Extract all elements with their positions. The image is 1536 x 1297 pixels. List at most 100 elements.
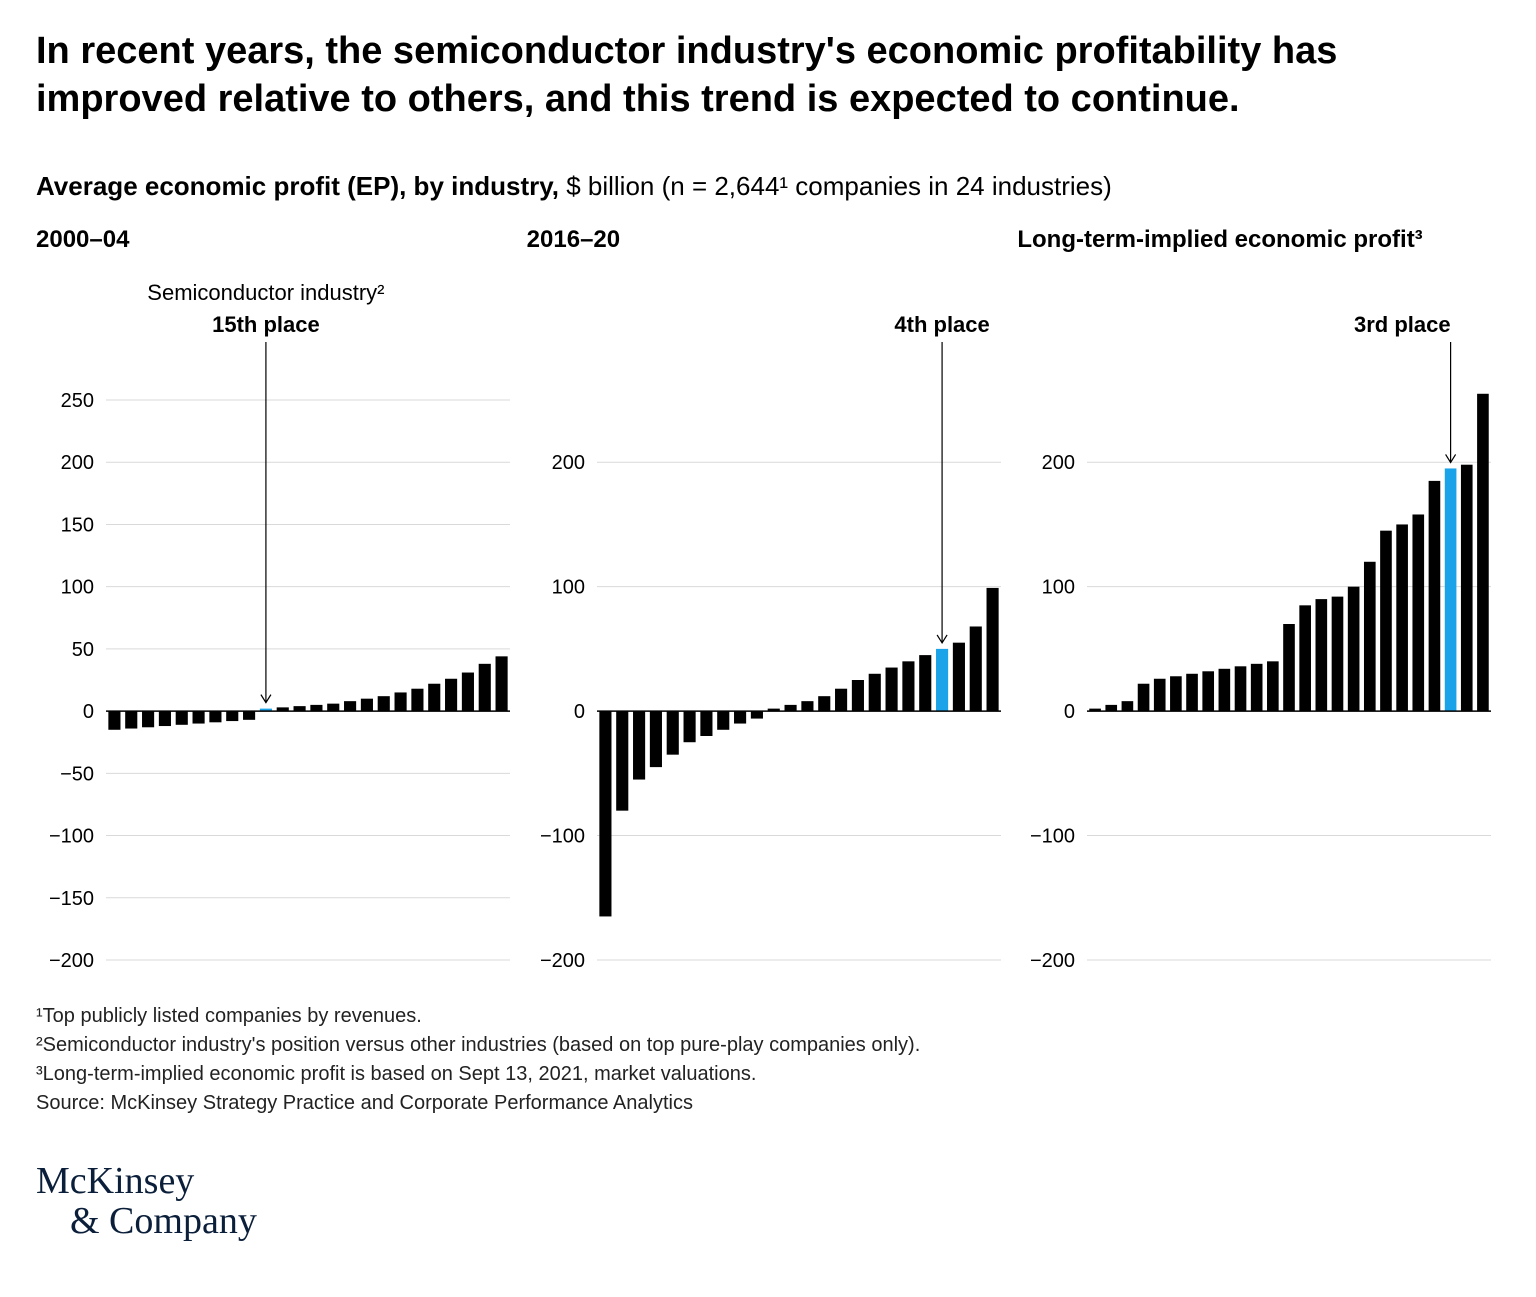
place-label: 3rd place (1354, 312, 1451, 337)
bar (226, 711, 238, 721)
bar (125, 711, 137, 728)
svg-text:200: 200 (551, 452, 584, 474)
svg-text:150: 150 (61, 514, 94, 536)
svg-text:0: 0 (1064, 701, 1075, 723)
svg-text:−50: −50 (60, 763, 94, 785)
bar (1122, 701, 1134, 711)
bar (818, 696, 830, 711)
bar (1461, 465, 1473, 711)
bar (953, 643, 965, 711)
svg-text:0: 0 (574, 701, 585, 723)
bar (108, 711, 120, 730)
bar (919, 655, 931, 711)
bar-highlight (936, 649, 948, 711)
svg-text:−200: −200 (540, 950, 585, 972)
bar (969, 626, 981, 711)
bar (1203, 671, 1215, 711)
bar (835, 689, 847, 711)
svg-text:−200: −200 (1030, 950, 1075, 972)
bar (344, 701, 356, 711)
svg-text:100: 100 (1042, 577, 1075, 599)
bar (1316, 599, 1328, 711)
logo-line1: McKinsey (36, 1162, 1500, 1202)
bar (616, 711, 628, 811)
bar (310, 705, 322, 711)
panel-title: 2000–04 (36, 226, 519, 288)
bar (462, 673, 474, 712)
bar (902, 661, 914, 711)
industry-label: Semiconductor industry² (147, 280, 384, 305)
svg-text:250: 250 (61, 390, 94, 412)
svg-text:100: 100 (551, 577, 584, 599)
bar (633, 711, 645, 779)
bar (1154, 679, 1166, 711)
bar (1413, 514, 1425, 711)
footnote-line: ²Semiconductor industry's position versu… (36, 1031, 1500, 1060)
svg-text:200: 200 (61, 452, 94, 474)
bar (986, 588, 998, 711)
bar (717, 711, 729, 730)
svg-text:100: 100 (61, 577, 94, 599)
bar (683, 711, 695, 742)
bar (193, 711, 205, 723)
subtitle: Average economic profit (EP), by industr… (36, 171, 1500, 202)
bar (1300, 605, 1312, 711)
bar (868, 674, 880, 711)
bar (395, 692, 407, 711)
svg-text:50: 50 (72, 639, 94, 661)
bar (411, 689, 423, 711)
bar (1348, 587, 1360, 711)
bar (599, 711, 611, 916)
svg-text:200: 200 (1042, 452, 1075, 474)
bar (885, 668, 897, 712)
bar (784, 705, 796, 711)
chart-panel: Long-term-implied economic profit³ −200 −1… (1017, 226, 1500, 970)
bar (361, 699, 373, 711)
bar (159, 711, 171, 726)
bar (479, 664, 491, 711)
bar (496, 656, 508, 711)
bar (801, 701, 813, 711)
bar (1284, 624, 1296, 711)
bar (1429, 481, 1441, 711)
bar (1106, 705, 1118, 711)
bar-highlight (1445, 468, 1457, 711)
panel-title: Long-term-implied economic profit³ (1017, 226, 1500, 288)
footnote-line: ¹Top publicly listed companies by revenu… (36, 1002, 1500, 1031)
bar (734, 711, 746, 723)
bar (243, 711, 255, 720)
bar (1219, 669, 1231, 711)
subtitle-bold: Average economic profit (EP), by industr… (36, 171, 559, 201)
footnotes: ¹Top publicly listed companies by revenu… (36, 1002, 1500, 1118)
bar (1267, 661, 1279, 711)
svg-text:−100: −100 (1030, 826, 1075, 848)
footnote-line: Source: McKinsey Strategy Practice and C… (36, 1089, 1500, 1118)
bar (176, 711, 188, 725)
place-label: 15th place (212, 312, 320, 337)
mckinsey-logo: McKinsey & Company (36, 1162, 1500, 1242)
bar (142, 711, 154, 727)
svg-text:−100: −100 (540, 826, 585, 848)
bar (1170, 676, 1182, 711)
bar (1332, 597, 1344, 711)
bar (1138, 684, 1150, 711)
bar (1477, 394, 1489, 711)
subtitle-rest: $ billion (n = 2,644¹ companies in 24 in… (559, 171, 1112, 201)
logo-line2: & Company (36, 1202, 1500, 1242)
bar (445, 679, 457, 711)
svg-text:−200: −200 (49, 950, 94, 972)
bar (1251, 664, 1263, 711)
svg-text:−100: −100 (49, 826, 94, 848)
bar (1380, 531, 1392, 711)
bar (852, 680, 864, 711)
bar (428, 684, 440, 711)
bar (650, 711, 662, 767)
bar (327, 704, 339, 711)
bar (1364, 562, 1376, 711)
chart-panel: 2016–20−200−10001002004th place (527, 226, 1010, 970)
chart-panel: 2000–04−200−150−100−5005010015020025015t… (36, 226, 519, 970)
bar (700, 711, 712, 736)
bar (378, 696, 390, 711)
bar (1187, 674, 1199, 711)
bar (751, 711, 763, 718)
